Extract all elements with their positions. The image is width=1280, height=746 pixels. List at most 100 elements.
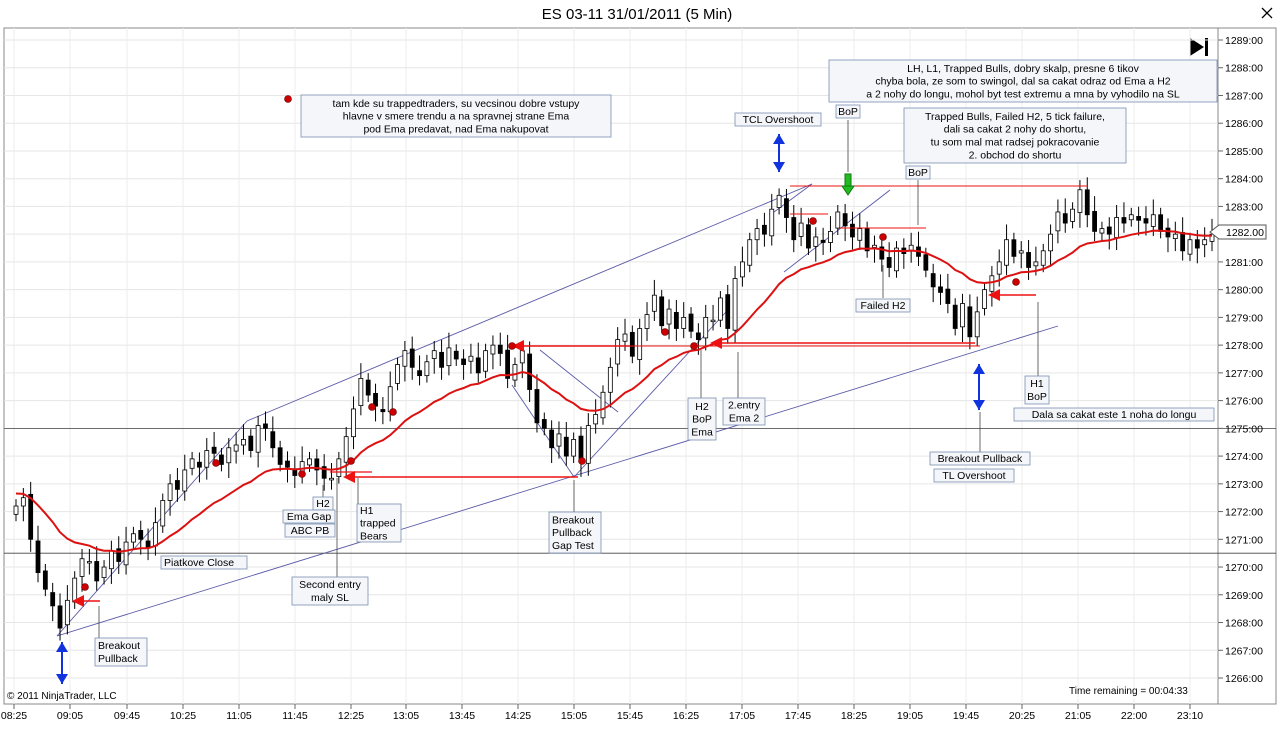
candle [1114,205,1120,250]
candle [607,357,613,408]
annotation-lh-l1[interactable]: LH, L1, Trapped Bulls, dobry skalp, pres… [828,59,1218,103]
candle-body [219,454,224,465]
candle-body [380,409,386,413]
annotation-tam-kde[interactable]: tam kde su trappedtraders, su vecsinou d… [300,94,612,138]
annotation-h1-bop-line: BoP [1027,391,1047,403]
x-tick-label: 15:45 [617,710,643,722]
candle-body [1128,214,1134,221]
wedge-line-1 [783,189,891,273]
candle [593,399,599,434]
candle [644,302,650,341]
candle [982,282,987,316]
candle-body [1150,214,1156,227]
candle [725,284,731,344]
candle [175,468,180,502]
candle-body [1194,239,1200,249]
candle-body [762,224,767,235]
signal-dot [1012,278,1020,286]
annotation-h2-bop-ema-line: Ema [691,426,713,438]
candle-body [409,348,415,368]
x-tick-label: 17:45 [785,710,811,722]
y-tick-label: 1274:00 [1225,451,1263,463]
annotation-abc-pb[interactable]: ABC PB [284,523,336,538]
jump-to-end-icon[interactable] [1190,38,1208,56]
candle-body [813,236,819,247]
candle [138,520,144,555]
signal-dot [578,457,586,465]
candle-body [483,350,488,372]
annotation-tcl-overshoot[interactable]: TCL Overshoot [734,112,822,127]
red-arrow-4-icon [710,337,722,349]
annotation-h1-trapped-box [356,503,402,543]
annotation-h1-trapped-line: H1 [360,505,374,517]
annotation-h2[interactable]: H2 [312,496,334,511]
candle-body [512,364,518,381]
candle-body [688,313,694,332]
candle-body [527,353,533,390]
annotation-dala-sa[interactable]: Dala sa cakat este 1 noha do longu [1013,407,1215,422]
annotation-breakout-gap-line: Pullback [552,527,592,539]
candle-body [50,592,56,607]
annotation-ema-gap[interactable]: Ema Gap [282,509,336,524]
y-tick-label: 1271:00 [1225,534,1263,546]
candle [1070,202,1075,229]
candle-body [475,357,481,374]
price-axis[interactable] [1217,27,1277,705]
candle [732,266,738,343]
window-close-icon[interactable] [1261,7,1273,19]
candle [901,238,907,269]
candle [343,426,349,478]
candle [468,343,474,374]
annotation-failed-h2[interactable]: Failed H2 [855,298,911,313]
candle-body [365,379,371,396]
annotation-piatkove-close[interactable]: Piatkove Close [160,555,248,570]
annotation-breakout-pullback-2[interactable]: Breakout Pullback [929,451,1031,466]
annotation-tl-overshoot[interactable]: TL Overshoot [933,468,1015,483]
candle-body [94,561,100,582]
candle-body [938,286,943,293]
blue-double-arrow-1-down-icon [56,674,68,684]
candle-body [717,297,723,321]
annotation-trapped-bulls-line: tu som mal mat radsej pokracovanie [931,137,1100,149]
candle [1106,217,1112,250]
y-tick-label: 1266:00 [1225,673,1263,685]
candle-body [307,458,312,466]
candle-body [725,294,731,329]
candle [806,217,811,255]
annotation-bop-top[interactable]: BoP [835,104,861,119]
candle-body [1172,233,1178,240]
annotation-tcl-overshoot-box [734,112,822,127]
candle-body [255,425,261,453]
candle-body [534,389,540,424]
y-tick-label: 1270:00 [1225,562,1263,574]
signal-dot [347,457,355,465]
candle [153,507,158,556]
annotation-bop-mid[interactable]: BoP [905,165,931,180]
candle-body [659,296,665,327]
signal-dot [298,470,306,478]
x-tick-label: 20:25 [1009,710,1035,722]
annotation-trapped-bulls[interactable]: Trapped Bulls, Failed H2, 5 tick failure… [903,107,1127,164]
candle [417,355,422,386]
annotation-tcl-overshoot-line: TCL Overshoot [743,114,814,126]
candle-body [563,436,569,457]
annotation-lh-l1-line: chyba bola, ze som to swingol, dal sa ca… [875,76,1170,88]
x-tick-label: 21:05 [1065,710,1091,722]
candle-body [446,347,452,367]
candle [651,279,657,321]
candle [960,293,965,343]
candle-body [923,254,929,271]
candle [1143,206,1149,236]
candle-body [490,344,496,355]
annotation-bop-mid-line: BoP [908,167,928,179]
candle [211,431,217,464]
copyright: © 2011 NinjaTrader, LLC [7,691,117,702]
y-tick-label: 1269:00 [1225,590,1263,602]
